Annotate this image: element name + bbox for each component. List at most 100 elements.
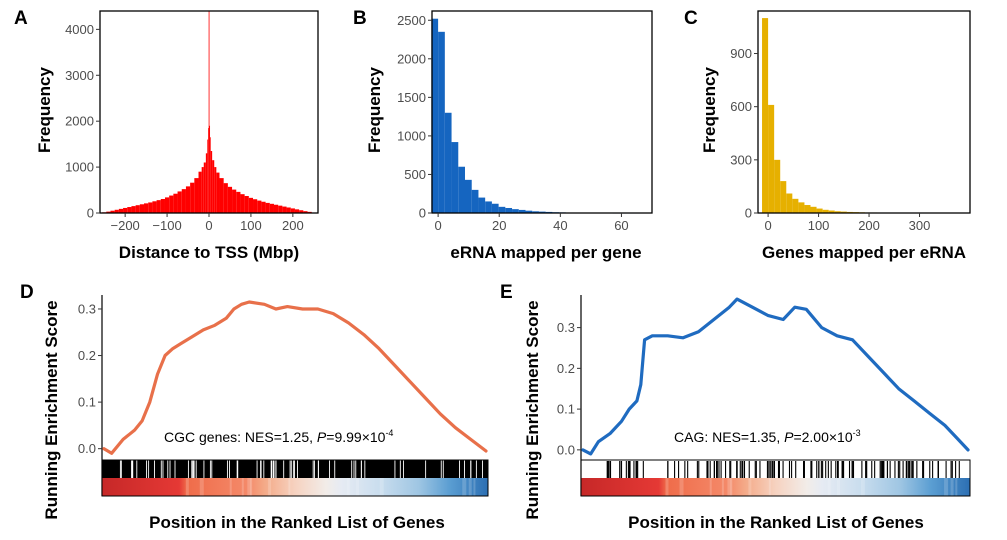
y-tick-label: 2000 bbox=[397, 51, 426, 66]
histogram-bar bbox=[491, 203, 499, 213]
histogram-bar bbox=[209, 137, 211, 213]
histogram-bar bbox=[139, 204, 145, 213]
histogram-bar bbox=[118, 208, 124, 213]
y-tick-label: 0.1 bbox=[78, 395, 96, 410]
x-tick-label: −200 bbox=[111, 218, 140, 233]
rank-band bbox=[827, 478, 831, 496]
histogram-bar bbox=[208, 128, 209, 213]
histogram-bar bbox=[518, 209, 526, 213]
histogram-bar bbox=[780, 181, 787, 213]
histogram-bar bbox=[185, 186, 191, 213]
histogram-bar bbox=[131, 206, 136, 213]
histogram-bar bbox=[177, 191, 182, 213]
rank-band bbox=[250, 478, 253, 496]
histogram-bar bbox=[194, 178, 199, 213]
histogram-bar bbox=[273, 204, 279, 213]
panel-letter-e: E bbox=[500, 282, 513, 303]
histogram-bar bbox=[451, 142, 459, 213]
rank-band bbox=[944, 478, 949, 496]
histogram-bar bbox=[774, 159, 781, 213]
rank-band bbox=[346, 478, 350, 496]
y-axis-title-d: Running Enrichment Score bbox=[42, 300, 61, 519]
histogram-bar bbox=[485, 201, 492, 213]
histogram-bar bbox=[210, 151, 213, 213]
y-tick-label: 0 bbox=[419, 206, 426, 221]
rank-band bbox=[199, 478, 204, 496]
strip-frame-e bbox=[580, 459, 971, 497]
histogram-bar bbox=[227, 186, 233, 213]
panel-letter-a: A bbox=[14, 8, 28, 29]
x-axis-title-c: Genes mapped per eRNA bbox=[762, 243, 966, 262]
panel-letter-c: C bbox=[684, 8, 698, 29]
plot-frame-c bbox=[757, 10, 971, 214]
histogram-bar bbox=[290, 208, 295, 213]
histogram-bar bbox=[173, 193, 178, 213]
histogram-bar bbox=[265, 202, 270, 213]
histogram-bar bbox=[236, 191, 241, 213]
histogram-bar bbox=[207, 139, 209, 213]
x-axis-title-e: Position in the Ranked List of Genes bbox=[628, 513, 924, 532]
stats-p-exponent: -3 bbox=[853, 428, 861, 438]
histogram-bar bbox=[261, 201, 266, 213]
y-tick-label: 0.3 bbox=[557, 320, 575, 335]
histogram-bar bbox=[216, 172, 220, 213]
rank-band bbox=[268, 478, 272, 496]
histogram-bar bbox=[269, 203, 274, 213]
histogram-bar bbox=[190, 182, 195, 213]
rank-band bbox=[665, 478, 669, 496]
x-tick-label: 0 bbox=[434, 218, 441, 233]
histogram-bar bbox=[156, 200, 161, 213]
x-axis-title-d: Position in the Ranked List of Genes bbox=[149, 513, 445, 532]
stats-p-value: =2.00×10 bbox=[793, 429, 852, 445]
y-tick-label: 2500 bbox=[397, 13, 426, 28]
y-tick-label: 3000 bbox=[65, 68, 94, 83]
histogram-bar bbox=[438, 31, 445, 214]
y-axis-title-a: Frequency bbox=[35, 66, 54, 153]
x-tick-label: 60 bbox=[614, 218, 628, 233]
rank-band bbox=[860, 478, 865, 496]
plot-frame-b bbox=[431, 10, 653, 214]
y-axis-title-c: Frequency bbox=[700, 66, 719, 153]
stats-p-symbol: P bbox=[784, 429, 794, 445]
x-axis-title-a: Distance to TSS (Mbp) bbox=[119, 243, 299, 262]
histogram-bar bbox=[257, 200, 262, 213]
y-tick-label: 2000 bbox=[65, 114, 94, 129]
x-tick-label: 0 bbox=[205, 218, 212, 233]
histogram-bar bbox=[840, 211, 847, 213]
rank-band bbox=[768, 478, 771, 496]
rank-band bbox=[679, 478, 684, 496]
rank-band bbox=[229, 478, 232, 496]
y-tick-label: 1000 bbox=[397, 128, 426, 143]
y-tick-label: 0.3 bbox=[78, 301, 96, 316]
histogram-bar bbox=[512, 209, 519, 213]
histogram-bar bbox=[208, 11, 210, 213]
y-tick-label: 600 bbox=[730, 99, 752, 114]
histogram-bar bbox=[164, 197, 170, 213]
histogram-bar bbox=[299, 210, 304, 213]
x-tick-label: 100 bbox=[240, 218, 262, 233]
rank-band bbox=[288, 478, 291, 496]
histogram-bar bbox=[127, 207, 132, 213]
rank-band bbox=[468, 478, 472, 496]
histogram-bar bbox=[212, 160, 215, 213]
histogram-bar bbox=[201, 167, 204, 213]
histogram-bar bbox=[219, 178, 224, 213]
histogram-bar bbox=[244, 196, 249, 213]
stats-nes: CGC genes: NES=1.25, bbox=[164, 429, 317, 445]
x-tick-label: 40 bbox=[553, 218, 567, 233]
rank-band bbox=[950, 478, 954, 496]
rank-color-strip-d bbox=[102, 478, 488, 496]
y-tick-label: 500 bbox=[404, 167, 426, 182]
rank-color-strip-e bbox=[581, 478, 970, 496]
x-tick-label: 0 bbox=[764, 218, 771, 233]
histogram-bar bbox=[532, 211, 539, 213]
histogram-bar bbox=[471, 189, 479, 213]
stats-annotation-d: CGC genes: NES=1.25, P=9.99×10-4 bbox=[164, 428, 393, 445]
panel-letter-b: B bbox=[353, 8, 367, 29]
histogram-bar bbox=[198, 171, 202, 213]
y-axis-title-e: Running Enrichment Score bbox=[523, 300, 542, 519]
histogram-bar bbox=[465, 179, 472, 213]
histogram-bar bbox=[762, 18, 769, 213]
rank-band bbox=[721, 478, 724, 496]
